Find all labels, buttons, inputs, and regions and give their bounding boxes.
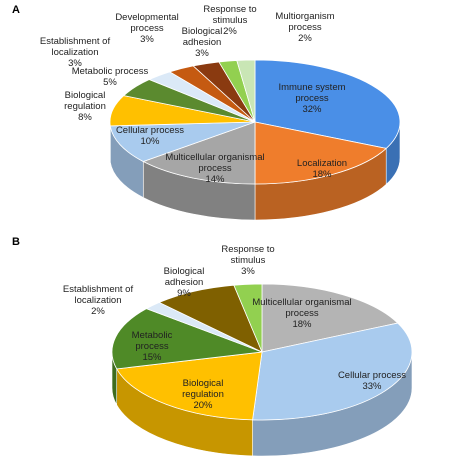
category-name: Multicellular organismal process (252, 297, 352, 319)
panel-label: B (12, 236, 20, 248)
slice-label: Developmental process 3% (107, 12, 187, 45)
value-label: 33% (362, 381, 382, 392)
slice (158, 284, 263, 353)
category-name: Developmental process (115, 12, 179, 34)
slice (233, 283, 263, 353)
value-label: 2% (223, 26, 237, 37)
category-name: Biological adhesion (163, 266, 205, 288)
category-name: Biological regulation (182, 378, 224, 400)
slice-label: Multicellular organismal process 18% (252, 297, 352, 330)
category-name: Metabolic process (131, 330, 173, 352)
category-name: Cellular process (337, 370, 407, 381)
category-name: Cellular process (115, 125, 185, 136)
slice-label: Metabolic process 5% (70, 66, 150, 88)
slice-label: Cellular process 10% (115, 125, 185, 147)
slice (261, 283, 399, 353)
slice (116, 351, 263, 421)
slice-label: Biological regulation 8% (50, 90, 120, 123)
category-name: Biological adhesion (181, 26, 223, 48)
value-label: 32% (302, 104, 322, 115)
slice-label: Response to stimulus 2% (200, 4, 260, 37)
slice-label: Localization 18% (287, 158, 357, 180)
category-name: Response to stimulus (203, 4, 257, 26)
category-name: Multiorganism process (275, 11, 335, 33)
slice-label: Biological adhesion 9% (144, 266, 224, 299)
slice-label: Multiorganism process 2% (265, 11, 345, 44)
category-name: Establishment of localization (62, 284, 134, 306)
slice (254, 59, 401, 149)
slice-label: Establishment of localization 2% (58, 284, 138, 317)
slice (142, 121, 256, 185)
value-label: 3% (140, 34, 154, 45)
value-label: 2% (91, 306, 105, 317)
value-label: 9% (177, 288, 191, 299)
slice (254, 121, 388, 185)
slice (252, 322, 413, 421)
category-name: Biological regulation (64, 90, 106, 112)
category-name: Localization (296, 158, 348, 169)
value-label: 3% (68, 58, 82, 69)
category-name: Immune system process (278, 82, 346, 104)
slice-label: Biological regulation 20% (168, 378, 238, 411)
slice-label: Immune system process 32% (272, 82, 352, 115)
slice-label: Establishment of localization 3% (30, 36, 120, 69)
slice-label: Response to stimulus 3% (213, 244, 283, 277)
slice (109, 121, 256, 162)
category-name: Multicellular organismal process (165, 152, 265, 174)
value-label: 18% (312, 169, 332, 180)
panel-label: A (12, 4, 20, 16)
value-label: 3% (195, 48, 209, 59)
value-label: 3% (241, 266, 255, 277)
slice-label: Metabolic process 15% (117, 330, 187, 363)
value-label: 18% (292, 319, 312, 330)
value-label: 2% (298, 33, 312, 44)
category-name: Establishment of localization (39, 36, 111, 58)
slice-label: Cellular process 33% (332, 370, 412, 392)
value-label: 15% (142, 352, 162, 363)
value-label: 20% (193, 400, 213, 411)
slice-label: Biological adhesion 3% (172, 26, 232, 59)
slice-label: Multicellular organismal process 14% (165, 152, 265, 185)
slice (111, 308, 263, 370)
category-name: Metabolic process (71, 66, 149, 77)
value-label: 14% (205, 174, 225, 185)
slice (236, 59, 256, 123)
value-label: 10% (140, 136, 160, 147)
category-name: Response to stimulus (221, 244, 275, 266)
value-label: 8% (78, 112, 92, 123)
value-label: 5% (103, 77, 117, 88)
